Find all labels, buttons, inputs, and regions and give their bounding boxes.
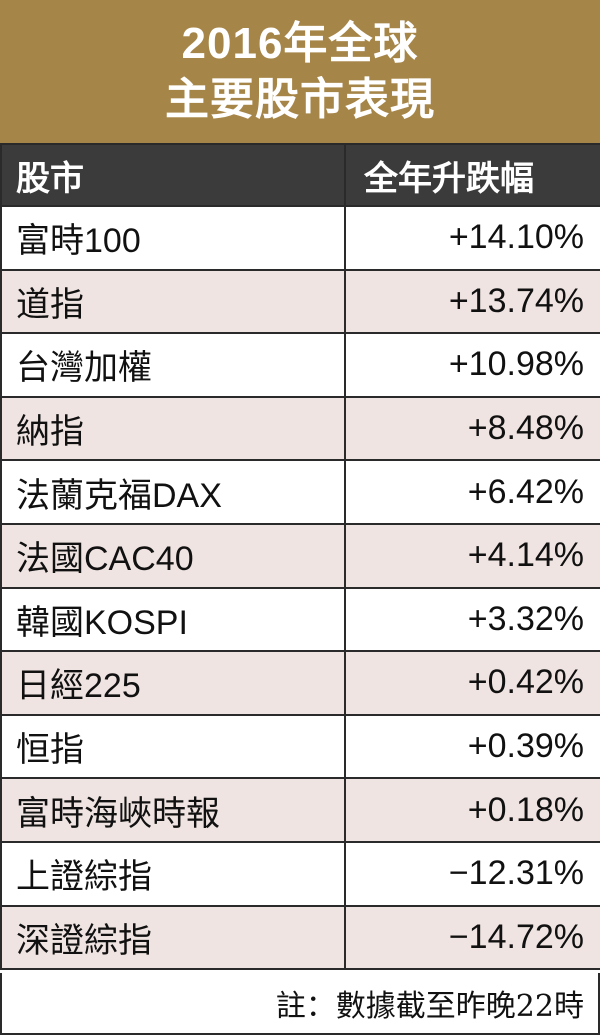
table-row: 恒指 +0.39%	[0, 713, 600, 780]
table-row: 法蘭克福DAX +6.42%	[0, 459, 600, 525]
market-name-cell: 富時海峽時報	[0, 777, 346, 843]
table-body: 富時100 +14.10% 道指 +13.74% 台灣加權 +10.98% 納指 +8.48%…	[0, 205, 600, 971]
title-line-1: 2016年全球	[181, 18, 419, 68]
table-row: 納指 +8.48%	[0, 395, 600, 462]
table-row: 韓國KOSPI +3.32%	[0, 586, 600, 653]
annual-change-cell: +10.98%	[344, 332, 600, 398]
table-row: 深證綜指 −14.72%	[0, 904, 600, 971]
market-name-cell: 台灣加權	[0, 332, 346, 398]
annual-change-cell: +0.42%	[344, 650, 600, 716]
market-name-cell: 道指	[0, 268, 346, 335]
performance-table: 股市 全年升跌幅 富時100 +14.10% 道指 +13.74% 台灣加權 +10.98…	[0, 143, 600, 971]
annual-change-cell: +3.32%	[344, 586, 600, 653]
market-name-cell: 日經225	[0, 650, 346, 716]
table-row: 法國CAC40 +4.14%	[0, 522, 600, 589]
header-annual-change: 全年升跌幅	[344, 143, 600, 207]
annual-change-cell: +14.10%	[344, 205, 600, 271]
market-name-cell: 韓國KOSPI	[0, 586, 346, 653]
annual-change-cell: +6.42%	[344, 459, 600, 525]
market-name-cell: 法蘭克福DAX	[0, 459, 346, 525]
header-row: 股市 全年升跌幅	[0, 143, 600, 207]
market-name-cell: 富時100	[0, 205, 346, 271]
market-name-cell: 恒指	[0, 713, 346, 780]
table-row: 日經225 +0.42%	[0, 650, 600, 716]
footnote: 註：數據截至昨晚22時	[0, 973, 600, 1035]
market-name-cell: 納指	[0, 395, 346, 462]
annual-change-cell: −12.31%	[344, 840, 600, 907]
header-market: 股市	[0, 143, 346, 207]
annual-change-cell: +8.48%	[344, 395, 600, 462]
title-line-2: 主要股市表現	[165, 74, 435, 124]
market-name-cell: 上證綜指	[0, 840, 346, 907]
annual-change-cell: +13.74%	[344, 268, 600, 335]
annual-change-cell: +0.18%	[344, 777, 600, 843]
annual-change-cell: +4.14%	[344, 522, 600, 589]
table-row: 道指 +13.74%	[0, 268, 600, 335]
market-name-cell: 深證綜指	[0, 904, 346, 971]
title-banner: 2016年全球 主要股市表現	[0, 0, 600, 143]
table-row: 上證綜指 −12.31%	[0, 840, 600, 907]
table-row: 富時100 +14.10%	[0, 205, 600, 271]
table-row: 台灣加權 +10.98%	[0, 332, 600, 398]
annual-change-cell: −14.72%	[344, 904, 600, 971]
annual-change-cell: +0.39%	[344, 713, 600, 780]
market-name-cell: 法國CAC40	[0, 522, 346, 589]
table-row: 富時海峽時報 +0.18%	[0, 777, 600, 843]
